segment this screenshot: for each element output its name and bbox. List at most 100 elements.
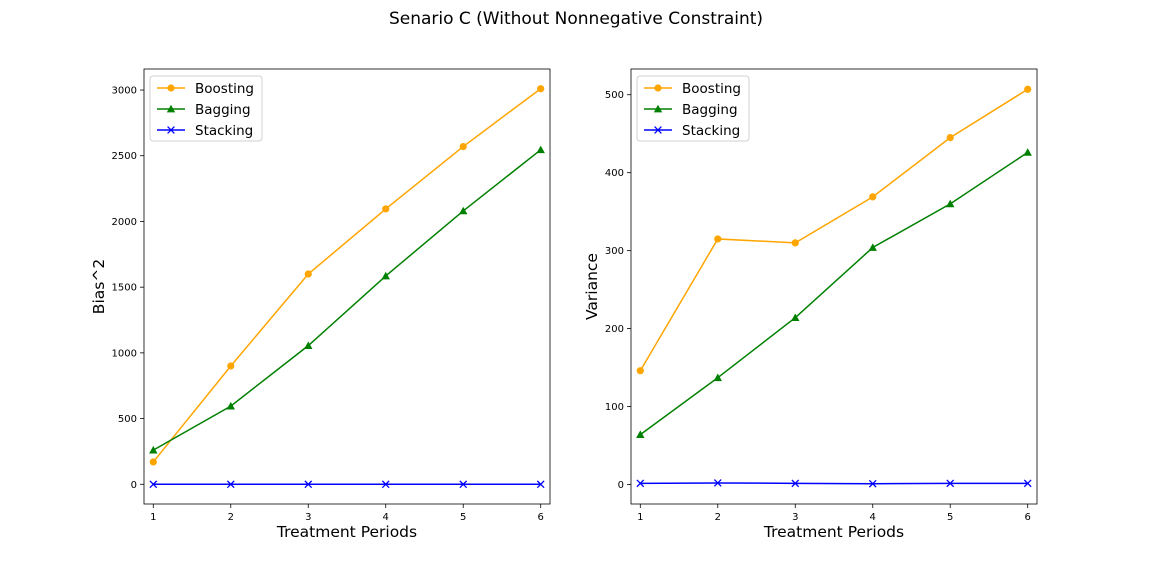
chart-2: 1 2 3 4 5 6 0 100 200 300 400 500 Treatment Periods V… <box>583 68 1038 541</box>
data-point <box>459 142 467 151</box>
series-line <box>640 482 1028 485</box>
data-point <box>713 373 722 382</box>
data-point <box>382 205 390 213</box>
chart-1: 1 2 3 4 5 6 0 500 1000 1500 2000 2500 3000 Treatment … <box>90 68 551 541</box>
x-axis-label: Treatment Periods <box>763 523 904 541</box>
y-tick-label: 2000 <box>112 217 137 228</box>
data-point <box>459 206 468 215</box>
legend: Boosting Bagging Stacking <box>149 75 263 142</box>
legend-entry: Boosting <box>644 81 741 97</box>
legend-box <box>149 75 263 142</box>
data-point <box>636 430 645 438</box>
x-tick-label: 4 <box>383 512 389 523</box>
y-tick-label: 1500 <box>112 283 137 294</box>
data-point <box>946 134 954 142</box>
legend-label: Stacking <box>682 123 740 139</box>
data-point <box>946 479 955 488</box>
data-point <box>1024 85 1032 93</box>
x-tick-label: 4 <box>870 512 876 523</box>
legend: Boosting Bagging Stacking <box>636 75 750 142</box>
y-tick-label: 400 <box>605 168 624 179</box>
x-tick-label: 1 <box>637 512 643 523</box>
series-bagging <box>149 145 545 454</box>
legend-marker <box>166 104 176 113</box>
y-tick-label: 3000 <box>112 86 137 97</box>
plot-frame <box>630 68 1038 505</box>
data-point <box>791 479 800 488</box>
x-tick-label: 5 <box>947 512 953 523</box>
series-line <box>152 88 542 463</box>
y-tick-label: 0 <box>131 480 137 491</box>
y-axis-label: Variance <box>583 253 601 320</box>
legend-marker <box>653 104 663 113</box>
data-point <box>459 480 468 489</box>
legend-entry: Stacking <box>157 123 253 139</box>
x-axis-label: Treatment Periods <box>276 523 417 541</box>
legend-label: Bagging <box>195 102 251 118</box>
data-point <box>636 479 645 488</box>
x-tick-label: 2 <box>228 512 234 523</box>
series-boosting <box>636 85 1032 375</box>
data-point <box>304 480 313 489</box>
data-point <box>304 341 313 349</box>
y-tick-label: 500 <box>118 414 137 425</box>
legend-entry: Bagging <box>644 102 738 118</box>
data-point <box>381 480 390 489</box>
series-boosting <box>149 85 545 466</box>
x-tick-label: 5 <box>460 512 466 523</box>
x-tick-label: 6 <box>1025 512 1031 523</box>
data-point <box>714 235 722 243</box>
legend-entry: Bagging <box>157 102 251 118</box>
data-point <box>946 199 955 208</box>
data-point <box>791 313 800 322</box>
y-tick-label: 0 <box>618 480 624 491</box>
data-point <box>149 480 158 489</box>
data-point <box>713 479 722 487</box>
data-point <box>636 367 644 375</box>
data-point <box>868 243 877 251</box>
series-line <box>639 151 1029 436</box>
y-axis-label: Bias^2 <box>90 259 108 314</box>
x-tick-label: 3 <box>305 512 311 523</box>
y-tick-label: 300 <box>605 246 624 257</box>
series-line <box>152 149 542 451</box>
x-tick-label: 6 <box>538 512 544 523</box>
data-point <box>791 239 799 247</box>
legend-marker <box>654 126 662 134</box>
data-point <box>868 479 877 488</box>
legend-label: Bagging <box>682 102 738 118</box>
data-point <box>869 193 877 201</box>
data-point <box>537 85 545 93</box>
legend-entry: Stacking <box>644 123 740 139</box>
figure-title: Senario C (Without Nonnegative Constrain… <box>388 9 764 29</box>
data-point <box>1023 479 1032 488</box>
data-point <box>149 445 158 454</box>
y-tick-label: 500 <box>605 90 624 101</box>
x-tick-label: 2 <box>715 512 721 523</box>
series-bagging <box>636 148 1032 438</box>
legend-marker <box>167 126 175 134</box>
data-point <box>536 145 545 154</box>
legend-box <box>636 75 750 142</box>
plot-frame <box>143 68 551 505</box>
data-point <box>536 480 545 489</box>
series-line <box>639 88 1029 372</box>
legend-marker <box>654 84 662 92</box>
x-tick-label: 1 <box>150 512 156 523</box>
y-tick-label: 200 <box>605 324 624 335</box>
data-point <box>149 458 157 466</box>
data-point <box>226 480 235 489</box>
legend-label: Stacking <box>195 123 253 139</box>
y-tick-label: 1000 <box>112 348 137 359</box>
data-point <box>226 401 235 410</box>
y-tick-label: 100 <box>605 402 624 413</box>
series-stacking <box>636 479 1032 488</box>
legend-label: Boosting <box>682 81 741 97</box>
legend-label: Boosting <box>195 81 254 97</box>
legend-marker <box>167 84 175 92</box>
y-tick-label: 2500 <box>112 151 137 162</box>
x-tick-label: 3 <box>792 512 798 523</box>
data-point <box>381 271 390 280</box>
